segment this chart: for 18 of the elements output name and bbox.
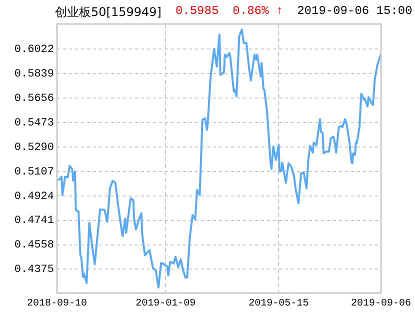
text: 0.86% ↑: [232, 4, 284, 20]
y-tick-label: 0.4375: [14, 264, 54, 276]
text: 0.5985: [175, 4, 219, 20]
y-tick-label: 0.4558: [14, 240, 54, 252]
y-tick-label: 0.6022: [14, 44, 54, 56]
chart-title: 创业板50[159949]: [55, 4, 162, 21]
x-tick-label: 2019-05-15: [248, 298, 309, 310]
text: 2019-09-06 15:00: [297, 4, 412, 20]
y-tick-label: 0.4924: [14, 190, 54, 203]
y-tick-label: 0.5656: [14, 92, 54, 105]
y-tick-label: 0.5473: [14, 117, 54, 130]
y-tick-label: 0.4741: [14, 215, 54, 228]
x-tick-label: 2018-09-10: [26, 298, 88, 310]
y-tick-label: 0.5839: [14, 68, 54, 80]
x-tick-label: 2019-09-06: [350, 298, 412, 310]
x-tick-label: 2019-01-09: [136, 298, 196, 310]
y-tick-label: 0.5107: [14, 166, 54, 178]
y-tick-label: 0.5290: [14, 142, 54, 154]
